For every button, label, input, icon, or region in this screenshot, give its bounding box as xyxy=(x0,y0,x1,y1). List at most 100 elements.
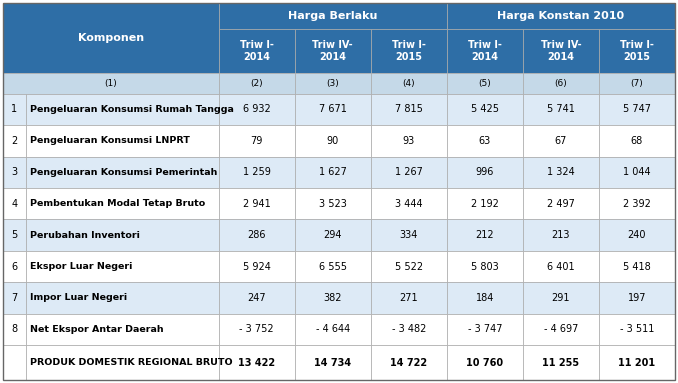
Text: (2): (2) xyxy=(250,79,263,88)
Text: Triw IV-
2014: Triw IV- 2014 xyxy=(313,40,353,62)
Bar xyxy=(219,251,295,282)
Text: (4): (4) xyxy=(403,79,415,88)
Bar xyxy=(26,125,219,157)
Text: 2 392: 2 392 xyxy=(623,199,651,209)
Text: 5 924: 5 924 xyxy=(243,262,271,272)
Text: 212: 212 xyxy=(475,230,494,240)
Bar xyxy=(447,314,523,345)
Text: - 4 644: - 4 644 xyxy=(316,324,350,334)
Bar xyxy=(295,251,371,282)
Text: 5 425: 5 425 xyxy=(471,105,499,115)
Text: (1): (1) xyxy=(104,79,117,88)
Text: 184: 184 xyxy=(476,293,494,303)
Text: 334: 334 xyxy=(399,230,418,240)
Bar xyxy=(447,3,675,29)
Bar xyxy=(447,345,523,380)
Bar xyxy=(295,314,371,345)
Bar xyxy=(219,314,295,345)
Text: 5 803: 5 803 xyxy=(471,262,499,272)
Text: 67: 67 xyxy=(555,136,567,146)
Bar xyxy=(447,251,523,282)
Text: 1 259: 1 259 xyxy=(243,167,271,177)
Bar xyxy=(295,157,371,188)
Text: 11 201: 11 201 xyxy=(618,358,656,368)
Text: (3): (3) xyxy=(326,79,339,88)
Bar xyxy=(523,188,599,219)
Bar xyxy=(599,188,675,219)
Bar xyxy=(371,157,447,188)
Text: 294: 294 xyxy=(323,230,342,240)
Text: - 3 752: - 3 752 xyxy=(239,324,274,334)
Bar xyxy=(371,125,447,157)
Bar xyxy=(599,345,675,380)
Bar xyxy=(599,282,675,314)
Text: 240: 240 xyxy=(628,230,646,240)
Text: Pengeluaran Konsumsi LNPRT: Pengeluaran Konsumsi LNPRT xyxy=(30,136,190,146)
Text: 7: 7 xyxy=(12,293,18,303)
Bar xyxy=(3,125,26,157)
Text: Triw I-
2014: Triw I- 2014 xyxy=(468,40,502,62)
Bar xyxy=(3,3,219,73)
Bar xyxy=(26,314,219,345)
Text: 213: 213 xyxy=(552,230,570,240)
Bar xyxy=(3,219,26,251)
Bar xyxy=(3,314,26,345)
Text: 14 722: 14 722 xyxy=(391,358,427,368)
Bar xyxy=(599,125,675,157)
Bar xyxy=(447,282,523,314)
Text: 1 044: 1 044 xyxy=(623,167,651,177)
Bar xyxy=(599,314,675,345)
Text: 1 267: 1 267 xyxy=(395,167,423,177)
Bar xyxy=(295,125,371,157)
Text: PRODUK DOMESTIK REGIONAL BRUTO: PRODUK DOMESTIK REGIONAL BRUTO xyxy=(30,358,233,367)
Text: 4: 4 xyxy=(12,199,18,209)
Text: Triw I-
2015: Triw I- 2015 xyxy=(392,40,426,62)
Bar xyxy=(599,251,675,282)
Text: 68: 68 xyxy=(631,136,643,146)
Text: 6: 6 xyxy=(12,262,18,272)
Text: 247: 247 xyxy=(247,293,266,303)
Bar xyxy=(295,345,371,380)
Bar xyxy=(26,251,219,282)
Bar xyxy=(523,29,599,73)
Text: 5 741: 5 741 xyxy=(547,105,575,115)
Bar xyxy=(447,29,523,73)
Text: Pengeluaran Konsumsi Rumah Tangga: Pengeluaran Konsumsi Rumah Tangga xyxy=(30,105,234,114)
Text: 79: 79 xyxy=(250,136,263,146)
Text: 6 401: 6 401 xyxy=(547,262,575,272)
Text: - 3 511: - 3 511 xyxy=(620,324,654,334)
Text: 286: 286 xyxy=(247,230,266,240)
Bar xyxy=(219,282,295,314)
Text: 5: 5 xyxy=(12,230,18,240)
Bar xyxy=(295,282,371,314)
Bar xyxy=(371,94,447,125)
Text: 13 422: 13 422 xyxy=(238,358,275,368)
Bar xyxy=(26,94,219,125)
Bar xyxy=(447,157,523,188)
Text: (7): (7) xyxy=(631,79,643,88)
Bar xyxy=(219,73,295,94)
Text: 1 627: 1 627 xyxy=(319,167,346,177)
Bar xyxy=(523,73,599,94)
Bar xyxy=(523,345,599,380)
Text: - 3 747: - 3 747 xyxy=(468,324,502,334)
Bar xyxy=(219,219,295,251)
Text: 14 734: 14 734 xyxy=(314,358,351,368)
Text: 2: 2 xyxy=(12,136,18,146)
Bar xyxy=(523,125,599,157)
Text: 2 192: 2 192 xyxy=(471,199,499,209)
Bar xyxy=(371,219,447,251)
Bar xyxy=(295,29,371,73)
Bar xyxy=(371,188,447,219)
Bar xyxy=(599,94,675,125)
Bar xyxy=(371,282,447,314)
Bar xyxy=(219,3,447,29)
Text: 5 522: 5 522 xyxy=(395,262,423,272)
Text: - 3 482: - 3 482 xyxy=(392,324,426,334)
Bar xyxy=(219,125,295,157)
Bar xyxy=(447,125,523,157)
Bar xyxy=(219,157,295,188)
Text: 2 941: 2 941 xyxy=(243,199,271,209)
Bar xyxy=(26,282,219,314)
Text: 291: 291 xyxy=(552,293,570,303)
